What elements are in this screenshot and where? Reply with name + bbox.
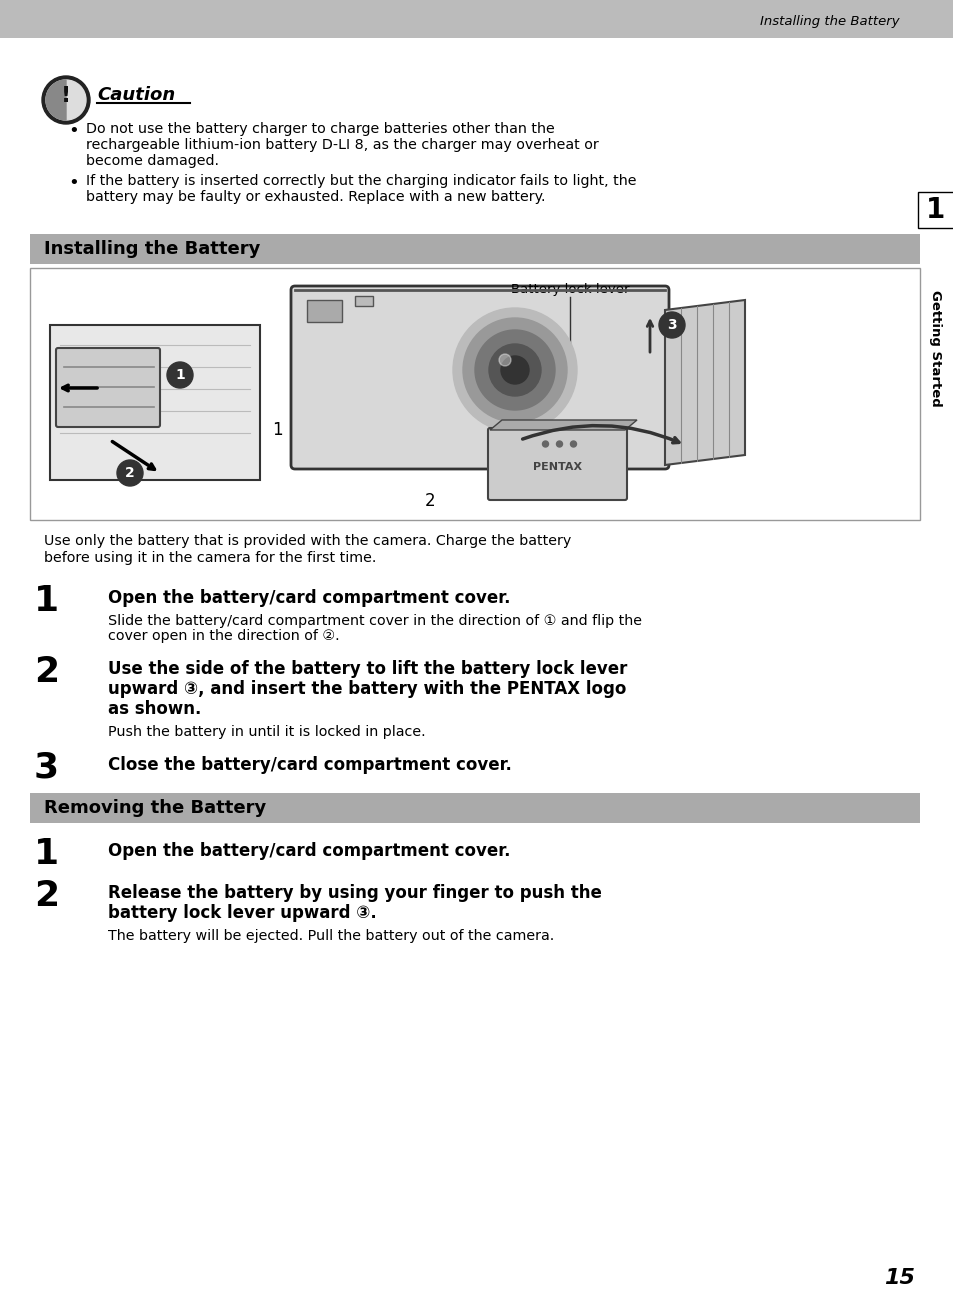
Text: battery lock lever upward ③.: battery lock lever upward ③. [108,904,376,922]
Text: Use the side of the battery to lift the battery lock lever: Use the side of the battery to lift the … [108,660,627,678]
Circle shape [453,307,577,432]
Text: Close the battery/card compartment cover.: Close the battery/card compartment cover… [108,756,512,774]
Text: Caution: Caution [97,85,175,104]
Circle shape [117,460,143,486]
Text: 3: 3 [34,752,59,784]
Text: Open the battery/card compartment cover.: Open the battery/card compartment cover. [108,589,510,607]
Text: become damaged.: become damaged. [86,154,219,168]
Circle shape [500,356,529,384]
Text: 1: 1 [175,368,185,382]
Text: Do not use the battery charger to charge batteries other than the: Do not use the battery charger to charge… [86,122,554,137]
Circle shape [475,330,555,410]
Circle shape [489,344,540,396]
Circle shape [167,361,193,388]
Text: Installing the Battery: Installing the Battery [760,16,899,29]
Bar [30,234,919,264]
Text: cover open in the direction of ②.: cover open in the direction of ②. [108,629,339,643]
Text: Push the battery in until it is locked in place.: Push the battery in until it is locked i… [108,725,425,738]
Wedge shape [46,80,66,120]
Text: 2: 2 [34,654,59,689]
Circle shape [659,311,684,338]
Bar [917,192,953,229]
Text: as shown.: as shown. [108,700,201,717]
Bar [30,794,919,823]
Text: 2: 2 [125,466,134,480]
Bar [307,300,341,322]
Circle shape [498,353,511,367]
Text: If the battery is inserted correctly but the charging indicator fails to light, : If the battery is inserted correctly but… [86,173,636,188]
Bar [0,0,953,38]
Text: Battery lock lever: Battery lock lever [510,283,629,296]
Bar [30,268,919,520]
Text: 1: 1 [34,583,59,618]
FancyBboxPatch shape [291,286,668,469]
Polygon shape [490,420,637,430]
Text: Slide the battery/card compartment cover in the direction of ① and flip the: Slide the battery/card compartment cover… [108,614,641,628]
Text: Release the battery by using your finger to push the: Release the battery by using your finger… [108,884,601,901]
Text: •: • [68,122,79,141]
Circle shape [556,442,562,447]
Text: Use only the battery that is provided with the camera. Charge the battery: Use only the battery that is provided wi… [44,533,571,548]
Circle shape [42,76,90,124]
Circle shape [46,80,86,120]
Polygon shape [664,300,744,465]
Text: 1: 1 [272,420,282,439]
FancyBboxPatch shape [56,348,160,427]
Text: 1: 1 [925,196,944,223]
Circle shape [542,442,548,447]
Text: rechargeable lithium-ion battery D-LI 8, as the charger may overheat or: rechargeable lithium-ion battery D-LI 8,… [86,138,598,152]
Text: Open the battery/card compartment cover.: Open the battery/card compartment cover. [108,842,510,859]
Circle shape [570,442,576,447]
FancyBboxPatch shape [488,428,626,501]
Text: 3: 3 [666,318,676,332]
Bar [355,296,373,306]
Text: Getting Started: Getting Started [928,289,942,406]
Text: before using it in the camera for the first time.: before using it in the camera for the fi… [44,551,376,565]
Text: 2: 2 [424,491,435,510]
Text: Installing the Battery: Installing the Battery [44,240,260,258]
Text: 1: 1 [34,837,59,871]
Text: The battery will be ejected. Pull the battery out of the camera.: The battery will be ejected. Pull the ba… [108,929,554,943]
Circle shape [462,318,566,422]
Text: Removing the Battery: Removing the Battery [44,799,266,817]
Text: •: • [68,173,79,192]
Text: 15: 15 [883,1268,915,1288]
Text: 2: 2 [34,879,59,913]
Text: upward ③, and insert the battery with the PENTAX logo: upward ③, and insert the battery with th… [108,681,626,698]
Bar [50,325,260,480]
Text: battery may be faulty or exhausted. Replace with a new battery.: battery may be faulty or exhausted. Repl… [86,191,545,204]
Text: PENTAX: PENTAX [533,463,581,472]
Text: !: ! [61,85,71,106]
